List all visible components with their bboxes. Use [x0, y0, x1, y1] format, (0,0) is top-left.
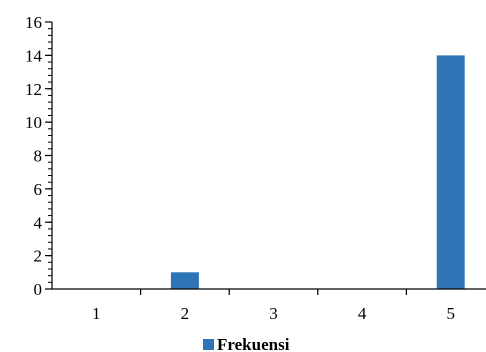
- y-tick-label: 8: [34, 147, 43, 166]
- y-tick-label: 10: [25, 113, 42, 132]
- x-tick-label-4: 4: [358, 304, 367, 323]
- x-tick-labels: 1 2 3 4 5: [92, 304, 455, 323]
- y-tick-label: 2: [34, 247, 43, 266]
- y-tick-label: 4: [34, 213, 43, 232]
- y-tick-labels: 0 2 4 6 8 10 12 14 16: [25, 13, 43, 299]
- legend-swatch: [203, 339, 214, 350]
- axes-group: [45, 21, 486, 295]
- bar-5: [436, 55, 465, 290]
- x-tick-label-2: 2: [181, 304, 190, 323]
- x-tick-label-3: 3: [269, 304, 278, 323]
- legend: Frekuensi: [203, 335, 290, 352]
- legend-label: Frekuensi: [217, 335, 290, 352]
- bars-group: [170, 55, 465, 290]
- x-tick-label-1: 1: [92, 304, 101, 323]
- y-tick-label: 12: [25, 80, 42, 99]
- y-tick-label: 6: [34, 180, 43, 199]
- y-tick-label: 16: [25, 13, 42, 32]
- x-tick-label-5: 5: [446, 304, 455, 323]
- bar-2: [170, 272, 199, 289]
- y-tick-label: 0: [34, 280, 43, 299]
- y-tick-label: 14: [25, 46, 43, 65]
